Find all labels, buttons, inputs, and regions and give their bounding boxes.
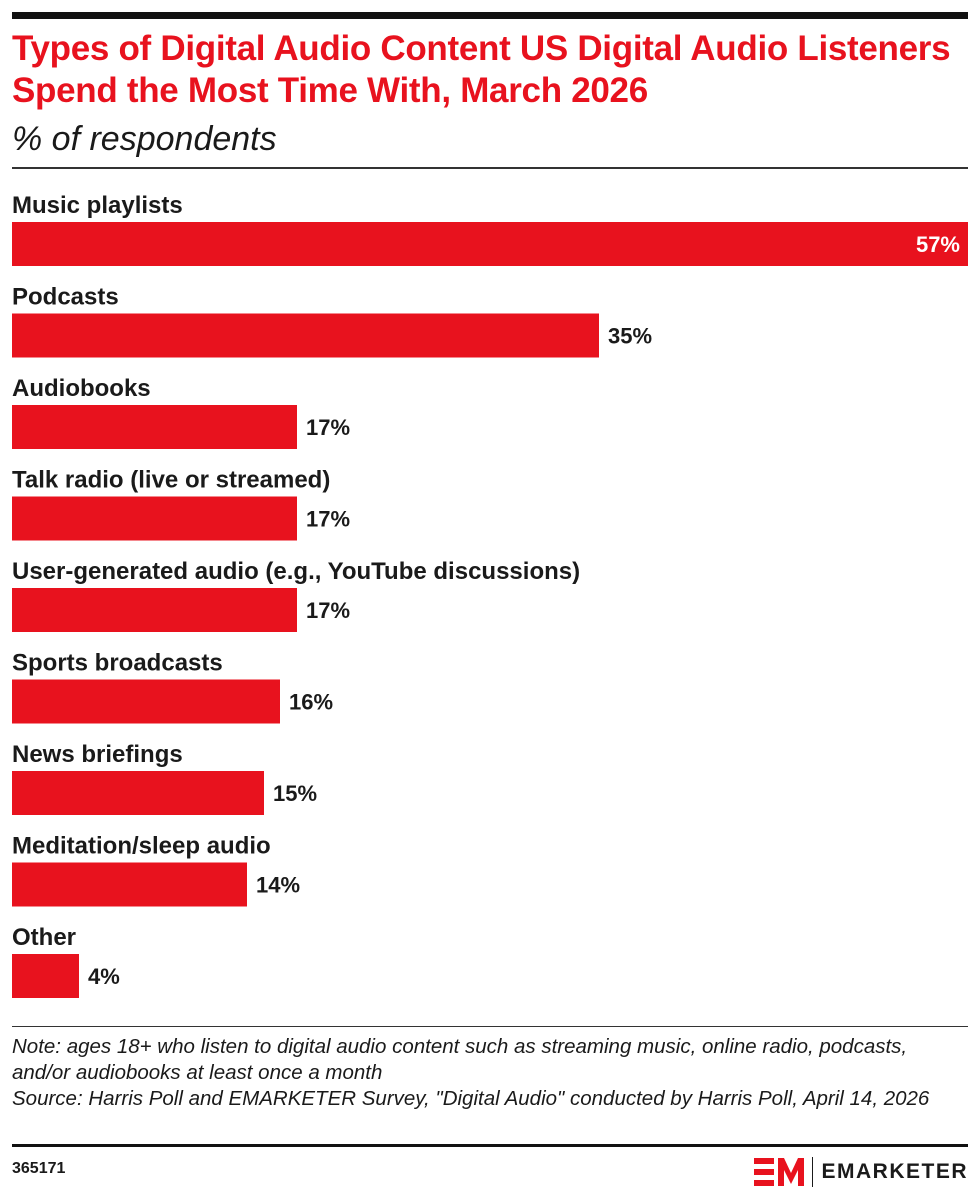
note-rule [12, 1026, 968, 1027]
chart-subtitle: % of respondents [12, 120, 277, 158]
value-label: 16% [289, 690, 333, 715]
value-label: 17% [306, 415, 350, 440]
value-label: 17% [306, 598, 350, 623]
bar [12, 405, 297, 449]
chart-id: 365171 [12, 1160, 66, 1177]
note-text: Note: ages 18+ who listen to digital aud… [12, 1035, 908, 1084]
category-label: Talk radio (live or streamed) [12, 467, 330, 494]
source-text: Source: Harris Poll and EMARKETER Survey… [12, 1087, 930, 1110]
bar [12, 222, 968, 266]
em-logo-icon [753, 1158, 804, 1186]
category-label: Podcasts [12, 284, 119, 311]
chart-notes: Note: ages 18+ who listen to digital aud… [12, 1034, 962, 1112]
bar [12, 588, 297, 632]
emarketer-logo: EMARKETER [753, 1152, 968, 1192]
value-label: 14% [256, 873, 300, 898]
category-label: Sports broadcasts [12, 650, 223, 677]
bottom-rule [12, 1144, 968, 1147]
category-label: Meditation/sleep audio [12, 833, 271, 860]
logo-divider [811, 1157, 814, 1187]
category-label: Music playlists [12, 192, 183, 219]
bar [12, 496, 297, 541]
bar [12, 771, 264, 815]
value-label: 17% [306, 507, 350, 532]
category-label: User-generated audio (e.g., YouTube disc… [12, 558, 580, 585]
category-label: Other [12, 924, 76, 951]
value-label: 4% [88, 964, 120, 989]
value-label: 35% [608, 324, 652, 349]
value-label: 57% [916, 232, 960, 257]
top-rule [12, 12, 968, 19]
value-label: 15% [273, 781, 317, 806]
brand-name: EMARKETER [821, 1160, 968, 1183]
bar-chart: Music playlists 57% Podcasts 35% Audiobooks 1… [12, 192, 968, 998]
bar [12, 679, 280, 724]
bar [12, 954, 79, 998]
category-label: News briefings [12, 741, 183, 768]
bar [12, 313, 599, 358]
subtitle-rule [12, 167, 968, 169]
chart-title: Types of Digital Audio Content US Digita… [12, 29, 951, 110]
bar [12, 862, 247, 907]
category-label: Audiobooks [12, 375, 151, 402]
